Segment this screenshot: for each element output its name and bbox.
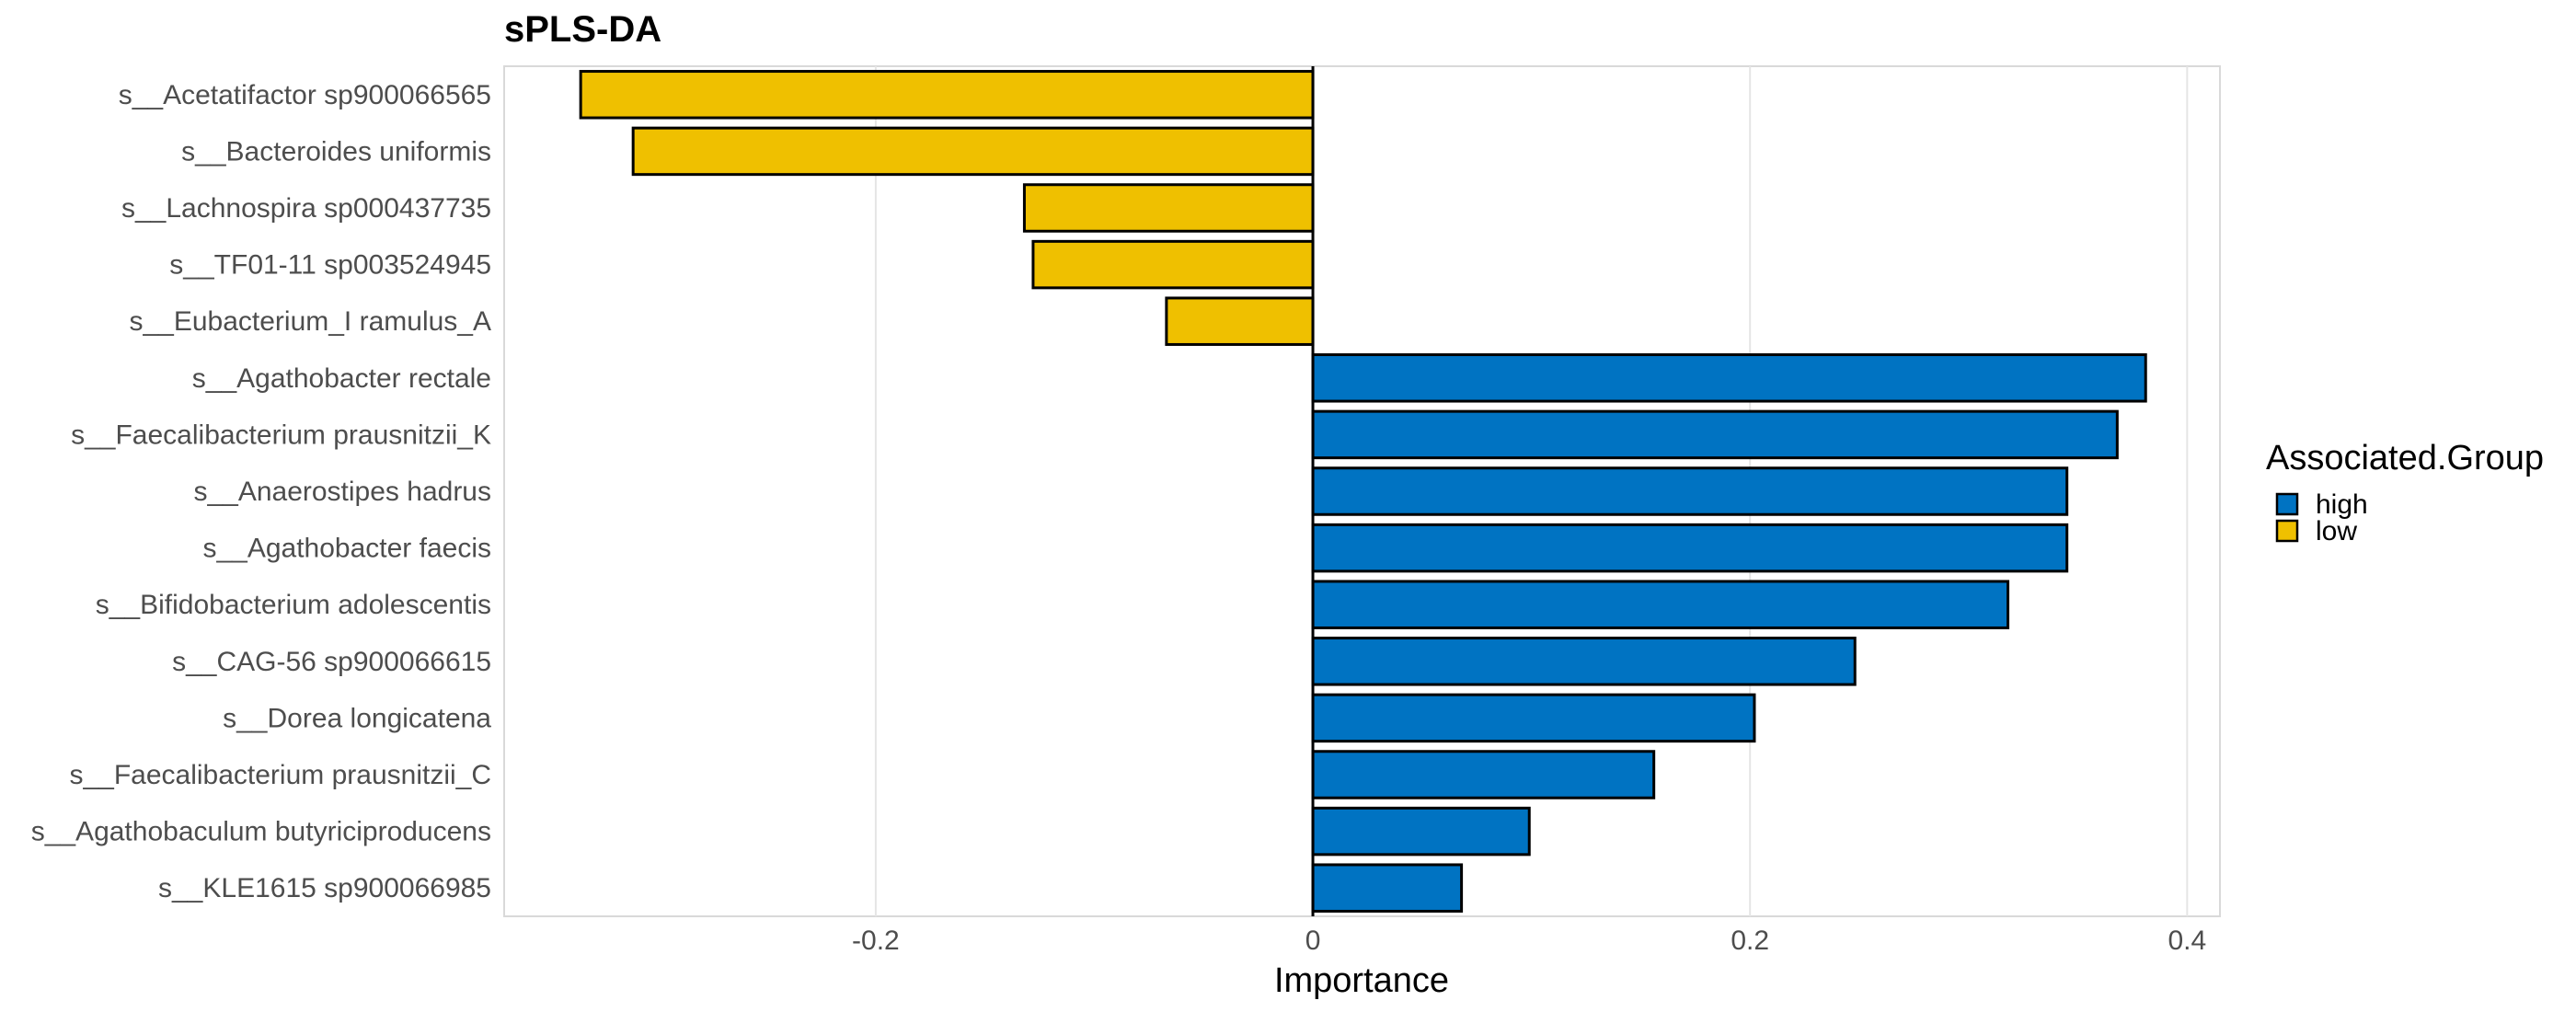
y-tick-label-9: s__Agathobacter faecis bbox=[202, 534, 491, 564]
bar-12 bbox=[1311, 693, 1756, 743]
y-tick-label-2: s__Bacteroides uniformis bbox=[181, 136, 491, 167]
bar-11 bbox=[1311, 637, 1857, 686]
y-tick-label-13: s__Faecalibacterium prausnitzii_C bbox=[69, 760, 491, 790]
y-tick-label-8: s__Anaerostipes hadrus bbox=[193, 477, 491, 507]
bar-14 bbox=[1311, 806, 1531, 857]
y-tick-label-5: s__Eubacterium_I ramulus_A bbox=[129, 306, 491, 337]
bar-6 bbox=[1311, 353, 2147, 403]
bar-4 bbox=[1031, 239, 1315, 290]
x-axis-title: Importance bbox=[1274, 961, 1449, 1000]
bar-9 bbox=[1311, 523, 2069, 573]
y-tick-label-15: s__KLE1615 sp900066985 bbox=[158, 873, 491, 903]
bar-2 bbox=[631, 126, 1315, 177]
legend-key-low bbox=[2275, 519, 2299, 543]
y-tick-label-12: s__Dorea longicatena bbox=[223, 703, 491, 733]
bars bbox=[579, 70, 2147, 913]
x-tick-label-1: 0 bbox=[1305, 926, 1321, 956]
y-tick-label-11: s__CAG-56 sp900066615 bbox=[172, 647, 491, 677]
x-tick-label-2: 0.2 bbox=[1731, 926, 1769, 956]
y-tick-label-10: s__Bifidobacterium adolescentis bbox=[96, 590, 491, 620]
y-tick-label-1: s__Acetatifactor sp900066565 bbox=[119, 80, 491, 110]
bar-1 bbox=[579, 70, 1315, 120]
bar-15 bbox=[1311, 863, 1464, 913]
y-axis-labels: s__Acetatifactor sp900066565 s__Bacteroid… bbox=[31, 80, 492, 903]
bar-10 bbox=[1311, 580, 2010, 629]
chart-title: sPLS-DA bbox=[504, 9, 661, 50]
legend-label-high: high bbox=[2316, 489, 2368, 520]
x-axis-labels: -0.2 0 0.2 0.4 bbox=[852, 926, 2206, 956]
legend-title: Associated.Group bbox=[2266, 439, 2544, 477]
y-tick-label-6: s__Agathobacter rectale bbox=[192, 363, 491, 394]
bar-13 bbox=[1311, 750, 1656, 799]
bar-8 bbox=[1311, 466, 2069, 516]
bar-3 bbox=[1022, 183, 1315, 233]
bar-7 bbox=[1311, 409, 2119, 460]
y-tick-label-7: s__Faecalibacterium prausnitzii_K bbox=[71, 420, 491, 450]
bar-5 bbox=[1165, 296, 1315, 346]
y-tick-label-3: s__Lachnospira sp000437735 bbox=[121, 193, 491, 224]
y-tick-label-14: s__Agathobaculum butyriciproducens bbox=[31, 817, 491, 847]
x-tick-label-3: 0.4 bbox=[2168, 926, 2207, 956]
x-tick-label-0: -0.2 bbox=[852, 926, 900, 956]
legend-key-high bbox=[2275, 492, 2299, 516]
y-tick-label-4: s__TF01-11 sp003524945 bbox=[169, 250, 491, 281]
legend-label-low: low bbox=[2316, 516, 2357, 546]
